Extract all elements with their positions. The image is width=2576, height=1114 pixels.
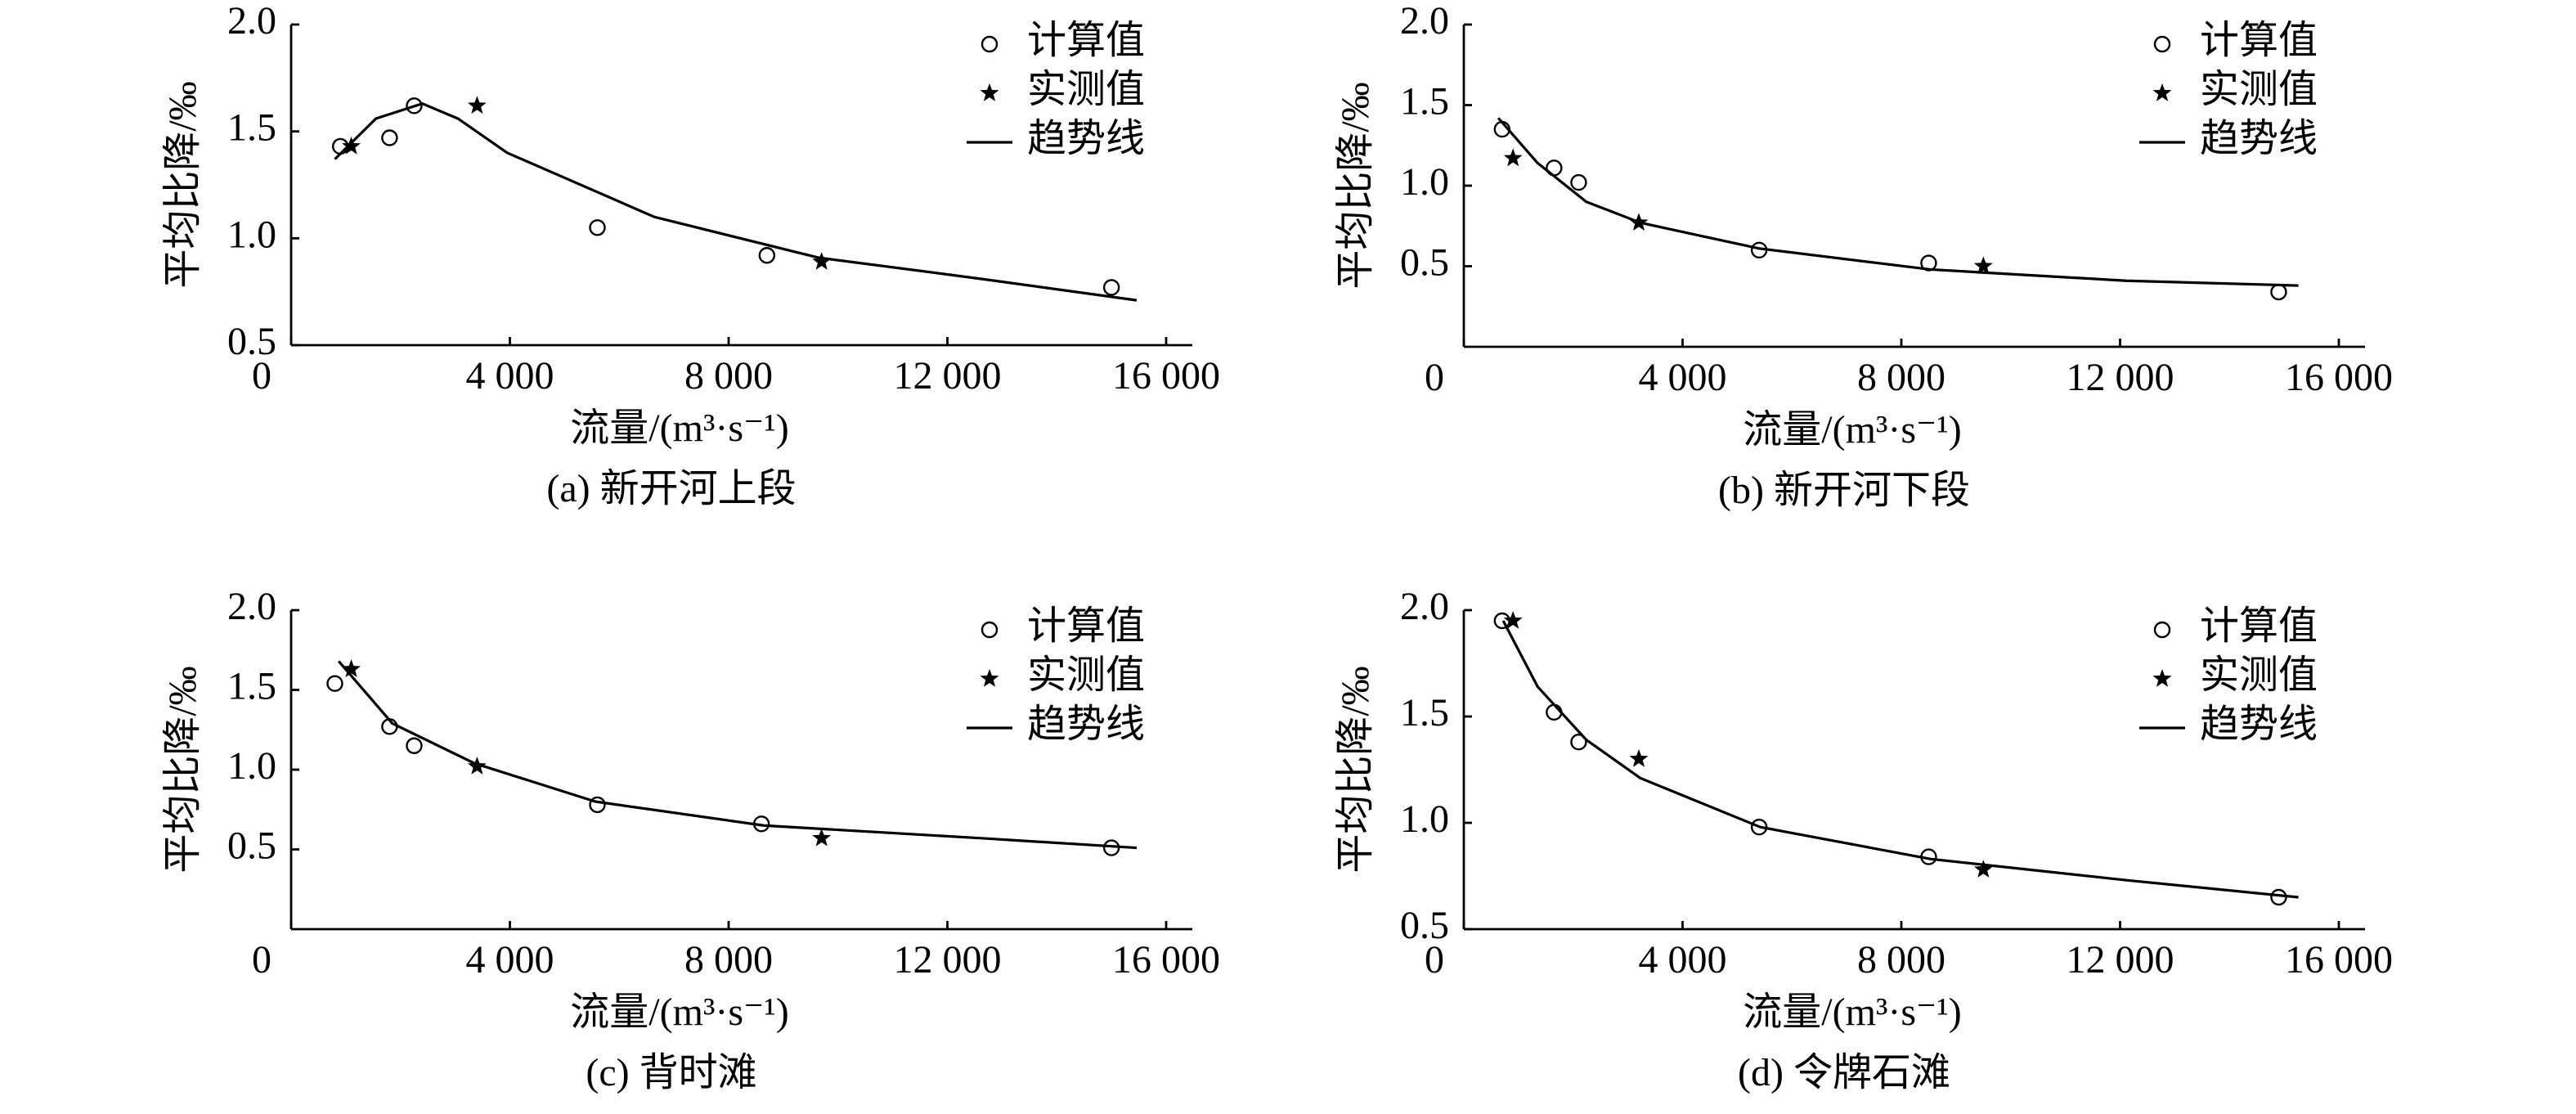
legend-label: 实测值 xyxy=(2200,68,2318,111)
x-tick-label: 4 000 xyxy=(1639,356,1727,399)
x-tick-label: 8 000 xyxy=(1857,356,1945,399)
x-tick-label: 12 000 xyxy=(894,354,1002,398)
x-tick-label: 16 000 xyxy=(1112,354,1220,398)
x-tick-label: 12 000 xyxy=(2067,938,2174,981)
circle-point xyxy=(406,737,423,754)
circle-point xyxy=(1102,279,1120,296)
legend-label: 计算值 xyxy=(1027,19,1145,62)
x-tick-label: 4 000 xyxy=(466,938,554,981)
panel-caption: (a) 新开河上段 xyxy=(546,467,796,510)
legend-label: 趋势线 xyxy=(2200,117,2318,160)
y-tick-label: 0.5 xyxy=(227,320,276,363)
y-tick-label: 2.0 xyxy=(227,0,276,43)
x-tick-label: 0 xyxy=(252,938,272,981)
panel-caption: (d) 令牌石滩 xyxy=(1738,1051,1950,1094)
y-tick-label: 0.5 xyxy=(1400,904,1449,947)
y-tick-label: 2.0 xyxy=(1400,0,1449,43)
y-tick-label: 1.5 xyxy=(227,665,276,708)
x-tick-label: 16 000 xyxy=(1112,938,1220,981)
circle-point xyxy=(589,219,606,236)
legend-marker xyxy=(980,669,999,687)
legend-marker xyxy=(2152,669,2172,687)
star-point xyxy=(467,96,487,115)
legend-marker xyxy=(981,621,999,639)
panel-caption: (b) 新开河下段 xyxy=(1718,469,1970,512)
y-tick-label: 1.0 xyxy=(1400,797,1449,841)
legend-label: 趋势线 xyxy=(1027,703,1145,746)
x-tick-label: 16 000 xyxy=(2285,356,2393,399)
star-point xyxy=(1503,611,1523,629)
trend-line xyxy=(337,660,1137,850)
star-point xyxy=(1973,860,1993,878)
circle-point xyxy=(1546,703,1563,721)
trend-line xyxy=(1497,117,2299,287)
circle-point xyxy=(2270,283,2287,301)
x-tick-label: 16 000 xyxy=(2285,938,2393,981)
x-axis-label: 流量/(m³·s⁻¹) xyxy=(1743,990,1961,1034)
x-tick-label: 0 xyxy=(252,354,272,398)
x-tick-label: 4 000 xyxy=(466,354,554,398)
y-tick-label: 0.5 xyxy=(227,824,276,868)
y-tick-label: 1.5 xyxy=(1400,80,1449,124)
legend-label: 趋势线 xyxy=(1027,117,1145,160)
circle-point xyxy=(381,129,398,146)
x-axis-label: 流量/(m³·s⁻¹) xyxy=(1743,408,1961,451)
panel-caption: (c) 背时滩 xyxy=(586,1051,756,1094)
x-tick-label: 8 000 xyxy=(1857,938,1945,981)
legend-label: 实测值 xyxy=(1027,68,1145,111)
legend-marker xyxy=(2152,83,2172,101)
star-point xyxy=(1973,256,1993,275)
y-tick-label: 2.0 xyxy=(1400,585,1449,628)
x-tick-label: 8 000 xyxy=(684,938,773,981)
y-axis-label: 平均比降/‰ xyxy=(161,666,204,873)
y-tick-label: 0.5 xyxy=(1400,241,1449,285)
x-axis-label: 流量/(m³·s⁻¹) xyxy=(570,990,788,1034)
x-axis-label: 流量/(m³·s⁻¹) xyxy=(570,407,788,450)
star-point xyxy=(467,757,487,775)
x-tick-label: 8 000 xyxy=(684,354,773,398)
legend-label: 计算值 xyxy=(2200,604,2318,648)
star-point xyxy=(1629,749,1649,767)
y-tick-label: 1.0 xyxy=(227,213,276,256)
legend-label: 计算值 xyxy=(2200,19,2318,62)
legend-label: 计算值 xyxy=(1027,604,1145,648)
star-point xyxy=(1503,148,1523,167)
legend-label: 实测值 xyxy=(1027,654,1145,697)
y-tick-label: 1.0 xyxy=(1400,160,1449,204)
y-axis-label: 平均比降/‰ xyxy=(161,81,204,288)
x-tick-label: 12 000 xyxy=(894,938,1002,981)
trend-line xyxy=(334,102,1138,302)
star-point xyxy=(812,252,832,270)
y-axis-label: 平均比降/‰ xyxy=(1334,82,1377,289)
y-tick-label: 1.5 xyxy=(1400,691,1449,734)
x-tick-label: 0 xyxy=(1425,356,1444,399)
circle-point xyxy=(2270,888,2287,906)
x-tick-label: 12 000 xyxy=(2067,356,2174,399)
star-point xyxy=(812,828,832,847)
circle-point xyxy=(331,137,349,155)
legend-marker xyxy=(980,83,999,101)
y-tick-label: 1.0 xyxy=(227,744,276,788)
trend-line xyxy=(1501,620,2299,899)
x-tick-label: 0 xyxy=(1425,938,1444,981)
y-axis-label: 平均比降/‰ xyxy=(1334,666,1377,873)
circle-point xyxy=(1570,734,1587,751)
y-tick-label: 2.0 xyxy=(227,585,276,628)
circle-point xyxy=(326,675,343,692)
circle-point xyxy=(758,247,776,264)
star-point xyxy=(342,136,361,155)
legend-marker xyxy=(981,35,999,53)
legend-marker xyxy=(2153,621,2171,639)
legend-label: 实测值 xyxy=(2200,654,2318,697)
circle-point xyxy=(1570,173,1587,191)
star-point xyxy=(342,659,361,677)
legend-label: 趋势线 xyxy=(2200,703,2318,746)
y-tick-label: 1.5 xyxy=(227,106,276,150)
x-tick-label: 4 000 xyxy=(1639,938,1727,981)
legend-marker xyxy=(2153,35,2171,53)
